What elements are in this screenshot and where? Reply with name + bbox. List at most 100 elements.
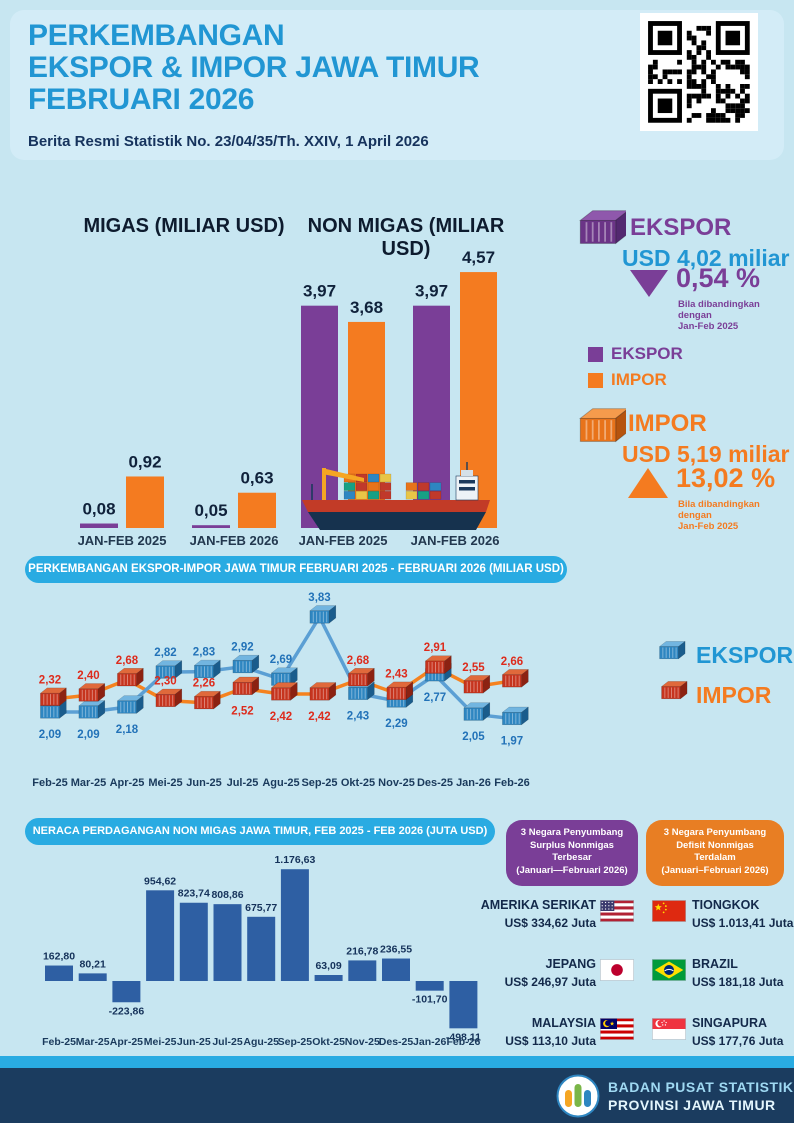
country-value: US$ 181,18 Juta xyxy=(692,975,784,989)
data-label: Des-25 xyxy=(417,777,453,789)
container-marker xyxy=(232,676,260,696)
line-legend-impor-icon xyxy=(650,676,692,708)
impor-note: Bila dibandingkan dengan Jan-Feb 2025 xyxy=(678,499,760,532)
data-label: Nov-25 xyxy=(378,777,415,789)
up-triangle-icon xyxy=(628,468,668,498)
data-label: 3,83 xyxy=(308,592,330,604)
bar xyxy=(126,476,164,528)
data-label: Feb-26 xyxy=(494,777,529,789)
data-label: 63,09 xyxy=(315,960,341,972)
data-label: Mar-25 xyxy=(76,1036,110,1048)
container-marker xyxy=(39,687,68,707)
impor-change: 13,02 % xyxy=(676,463,776,493)
data-label: 2,40 xyxy=(77,670,99,682)
data-label: 162,80 xyxy=(43,951,75,963)
ship-illustration xyxy=(302,462,490,530)
container-marker xyxy=(578,209,630,245)
data-label: Nov-25 xyxy=(345,1036,380,1048)
bar xyxy=(247,916,276,981)
chart-title-nonmigas: NON MIGAS (MILIAR USD) xyxy=(307,215,505,260)
data-label: Mei-25 xyxy=(144,1036,177,1048)
data-label: Jun-25 xyxy=(186,777,221,789)
country-row-surplus-2: JEPANG US$ 246,97 Juta xyxy=(500,955,635,1003)
container-marker xyxy=(463,702,491,721)
data-label: 2,32 xyxy=(39,674,61,686)
container-marker xyxy=(424,655,453,674)
line-legend-ekspor-label: EKSPOR xyxy=(696,642,794,668)
data-label: 2,83 xyxy=(193,647,215,659)
banner-line-chart: PERKEMBANGAN EKSPOR-IMPOR JAWA TIMUR FEB… xyxy=(25,556,567,583)
data-label: 2,26 xyxy=(193,678,215,690)
country-value: US$ 334,62 Juta xyxy=(504,916,596,930)
qr-code xyxy=(640,13,758,131)
banner-neraca: NERACA PERDAGANGAN NON MIGAS JAWA TIMUR,… xyxy=(25,818,495,845)
data-label: 0,92 xyxy=(128,452,161,471)
data-label: JAN-FEB 2026 xyxy=(190,533,279,548)
ekspor-summary-label: EKSPOR xyxy=(630,214,732,241)
bar xyxy=(80,523,118,528)
country-name: BRAZIL xyxy=(692,957,738,971)
container-marker xyxy=(270,667,299,686)
page-title: PERKEMBANGAN EKSPOR & IMPOR JAWA TIMUR F… xyxy=(28,20,480,116)
data-label: 2,09 xyxy=(77,729,99,741)
container-marker xyxy=(232,654,260,674)
country-row-defisit-3: SINGAPURA US$ 177,76 Juta xyxy=(650,1014,790,1062)
data-label: -223,86 xyxy=(109,1005,145,1017)
data-label: Okt-25 xyxy=(341,777,375,789)
data-label: 80,21 xyxy=(80,958,106,970)
bar xyxy=(112,981,141,1003)
container-marker xyxy=(347,667,376,687)
bar xyxy=(179,902,208,981)
ekspor-change: 0,54 % xyxy=(676,263,761,293)
legend-impor: IMPOR xyxy=(588,370,667,390)
data-label: Apr-25 xyxy=(110,1036,143,1048)
data-label: 3,97 xyxy=(415,282,448,301)
data-label: Feb-25 xyxy=(32,777,67,789)
impor-summary-label: IMPOR xyxy=(628,410,707,437)
flag-singapore-icon xyxy=(652,1018,687,1045)
legend-impor-swatch xyxy=(588,372,603,388)
bar xyxy=(45,965,73,981)
country-name: JEPANG xyxy=(545,957,596,971)
data-label: 1,97 xyxy=(501,736,523,748)
chart-nonmigas: 3,97 3,68 JAN-FEB 2025 3,97 4,57 JAN-FEB 2026 xyxy=(299,248,500,548)
container-marker xyxy=(78,683,106,702)
flag-japan-icon xyxy=(600,959,635,986)
page-subtitle: Berita Resmi Statistik No. 23/04/35/Th. … xyxy=(28,133,429,150)
data-label: 2,18 xyxy=(116,724,139,736)
data-label: 216,78 xyxy=(346,945,378,957)
data-label: 0,05 xyxy=(194,501,227,520)
container-marker xyxy=(270,681,299,701)
data-label: 2,30 xyxy=(154,676,176,688)
container-marker xyxy=(155,688,183,708)
container-marker xyxy=(309,604,337,624)
data-label: 2,42 xyxy=(270,711,292,723)
bar xyxy=(348,960,377,981)
data-label: 2,43 xyxy=(385,668,407,680)
title-line-2: EKSPOR & IMPOR JAWA TIMUR xyxy=(28,51,480,84)
bar xyxy=(192,525,230,528)
data-label: Jul-25 xyxy=(227,777,259,789)
bar xyxy=(413,305,450,528)
legend-ekspor-label: EKSPOR xyxy=(611,344,683,363)
chart-title-migas: MIGAS (MILIAR USD) xyxy=(83,215,285,237)
container-marker xyxy=(578,407,630,443)
data-label: Des-25 xyxy=(379,1036,414,1048)
line-chart: 2,09 2,09 2,18 2,82 2,83 2,92 2,69 3,83 2,43 2,29… xyxy=(32,592,529,789)
country-value: US$ 113,10 Juta xyxy=(505,1034,596,1048)
country-name: TIONGKOK xyxy=(692,898,760,912)
container-marker xyxy=(193,659,222,679)
bar xyxy=(415,981,444,991)
data-label: 0,08 xyxy=(82,500,115,519)
ekspor-container-icon xyxy=(570,208,630,254)
legend-ekspor: EKSPOR xyxy=(588,344,683,364)
data-label: 2,42 xyxy=(308,711,330,723)
footer-line1: BADAN PUSAT STATISTIK xyxy=(608,1079,794,1095)
data-label: 823,74 xyxy=(178,888,210,900)
country-value: US$ 177,76 Juta xyxy=(692,1034,784,1048)
country-row-surplus-3: MALAYSIA US$ 113,10 Juta xyxy=(500,1014,635,1062)
down-triangle-icon xyxy=(630,270,668,297)
data-label: 2,77 xyxy=(424,692,446,704)
data-label: 3,97 xyxy=(303,282,336,301)
